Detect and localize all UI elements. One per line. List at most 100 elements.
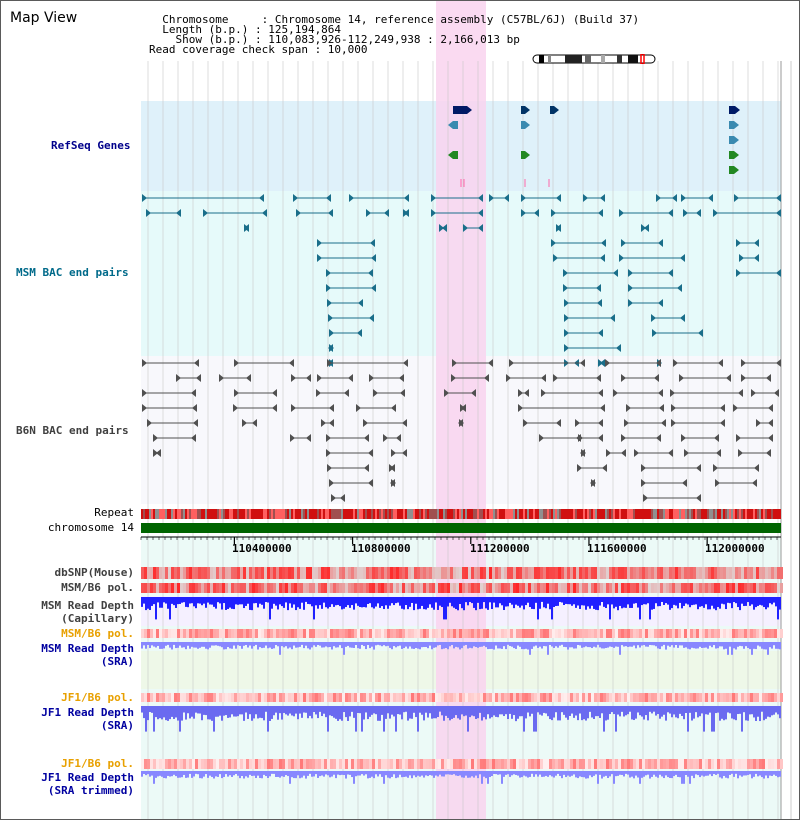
repeat-segment [267,509,269,519]
jf1-sra-depth-bar [635,706,637,719]
jf1-sra-depth-bar [597,706,599,717]
repeat-segment [487,509,489,519]
b6n-bac-pair-end [774,389,779,397]
msm-b6-pol-cell [351,583,354,593]
repeat-segment [583,509,585,519]
msm-b6-pol-cell [462,583,465,593]
msm-b6-pol-cell [333,583,336,593]
jf1-sra-depth-bar [751,706,753,715]
track-label-b6n-bac[interactable]: B6N BAC end pairs [16,424,129,437]
refseq-gene-arrow [734,151,739,159]
msm-bac-pair-end [776,194,781,202]
dbsnp-cell [414,567,417,579]
msm-b6-pol-sra-cell [336,629,339,638]
jf1-pol-trimmed-cell [780,759,783,769]
repeat-segment [283,509,285,519]
jf1-trimmed-depth-bar [405,771,407,777]
msm-capillary-depth-bar [505,597,507,607]
msm-capillary-depth-bar [679,597,681,603]
track-label-jf1-pol-trimmed[interactable]: JF1/B6 pol. [61,757,134,770]
jf1-trimmed-depth-bar [427,771,429,777]
msm-b6-pol-sra-cell [747,629,750,638]
track-label-jf1-depth-sra[interactable]: JF1 Read Depth [41,706,134,719]
jf1-pol-trimmed-cell [369,759,372,769]
msm-sra-depth-bar [751,642,753,655]
track-label-msm-b6-pol[interactable]: MSM/B6 pol. [61,581,134,594]
jf1-pol-trimmed-cell [375,759,378,769]
b6n-bac-pair-end [252,419,257,427]
msm-b6-pol-cell [222,583,225,593]
jf1-pol-trimmed-cell [222,759,225,769]
msm-capillary-depth-bar [181,597,183,603]
msm-sra-depth-bar [189,642,191,649]
msm-capillary-depth-bar [175,597,177,608]
jf1-pol-trimmed-cell [483,759,486,769]
repeat-segment [189,509,191,519]
jf1-sra-depth-bar [707,706,709,715]
msm-sra-depth-bar [223,642,225,650]
msm-b6-pol-cell [516,583,519,593]
jf1-pol-trimmed-cell [543,759,546,769]
msm-sra-depth-bar [591,642,593,649]
track-label-msm-b6-pol-sra[interactable]: MSM/B6 pol. [61,627,134,640]
track-label-jf1-pol[interactable]: JF1/B6 pol. [61,691,134,704]
jf1-sra-depth-bar [357,706,359,713]
track-label-jf1-depth-trimmed[interactable]: JF1 Read Depth [41,771,134,784]
chromosome-ideogram[interactable] [531,54,657,64]
jf1-sra-depth-bar [349,706,351,717]
dbsnp-cell [468,567,471,579]
repeat-segment [271,509,273,519]
dbsnp-cell [624,567,627,579]
refseq-gene-arrow [735,106,740,114]
track-label-msm-bac[interactable]: MSM BAC end pairs [16,266,129,279]
msm-sra-depth-bar [329,642,331,648]
msm-capillary-depth-bar [177,597,179,605]
dbsnp-cell [462,567,465,579]
repeat-segment [745,509,747,519]
jf1-sra-depth-bar [437,706,439,718]
msm-bac-pair-end [776,269,781,277]
msm-sra-depth-bar [763,642,765,650]
msm-b6-pol-sra-cell [237,629,240,638]
track-label-msm-depth-capillary[interactable]: MSM Read Depth [41,599,134,612]
msm-b6-pol-sra-cell [408,629,411,638]
dbsnp-cell [141,567,144,579]
jf1-pol-cell [432,693,435,702]
repeat-segment [223,509,225,519]
msm-sra-depth-bar [233,642,235,646]
jf1-pol-trimmed-cell [618,759,621,769]
jf1-pol-trimmed-cell [228,759,231,769]
track-label-dbsnp[interactable]: dbSNP(Mouse) [54,566,134,579]
msm-sra-depth-bar [177,642,179,648]
msm-capillary-depth-bar [477,597,479,603]
jf1-sra-depth-bar [211,706,213,721]
jf1-trimmed-depth-bar [261,771,263,779]
repeat-segment [557,509,559,519]
jf1-sra-depth-bar [647,706,649,721]
dbsnp-cell [618,567,621,579]
jf1-pol-trimmed-cell [414,759,417,769]
msm-sra-depth-bar [657,642,659,649]
track-label-msm-depth-sra[interactable]: MSM Read Depth [41,642,134,655]
jf1-sra-depth-bar [599,706,601,718]
jf1-pol-cell [585,693,588,702]
b6n-bac-pair-end [613,389,618,397]
b6n-bac-pair-end [738,449,743,457]
dbsnp-cell [270,567,273,579]
msm-capillary-depth-bar [279,597,281,605]
jf1-trimmed-depth-bar [553,771,555,778]
jf1-sra-depth-bar [511,706,513,719]
msm-b6-pol-cell [753,583,756,593]
msm-sra-depth-bar [213,642,215,646]
jf1-pol-trimmed-cell [399,759,402,769]
b6n-bac-pair-end [193,419,198,427]
track-label-refseq[interactable]: RefSeq Genes [51,139,131,152]
jf1-sra-depth-bar [187,706,189,714]
jf1-pol-trimmed-cell [216,759,219,769]
msm-bac-pair-end [564,314,569,322]
msm-capillary-depth-bar [681,597,683,609]
jf1-trimmed-depth-bar [777,771,779,778]
jf1-trimmed-depth-bar [141,771,143,777]
jf1-trimmed-depth-bar [143,771,145,774]
jf1-sra-depth-bar [361,706,363,732]
